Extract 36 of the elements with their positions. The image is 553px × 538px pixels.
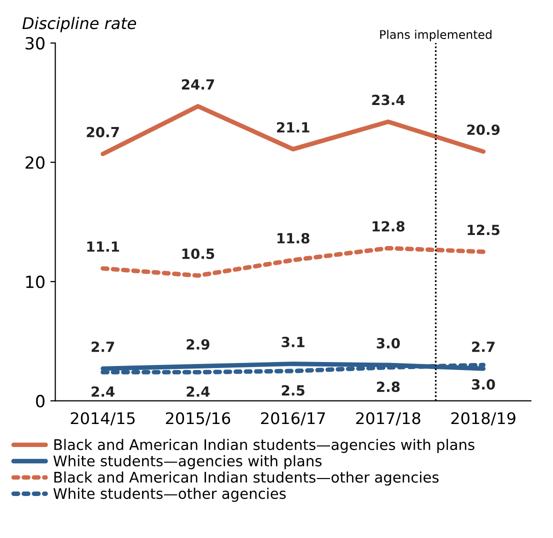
data-label: 10.5 [182, 248, 214, 260]
data-label: 23.4 [372, 94, 405, 106]
legend-label: White students—other agencies [53, 488, 286, 502]
data-label: 11.8 [278, 233, 310, 244]
legend-label: Black and American Indian students—other agencies [54, 471, 439, 486]
x-tick-label: 2018/19 [451, 412, 516, 426]
data-label: 2.8 [377, 382, 400, 392]
y-tick-label: 20 [26, 156, 44, 169]
data-label: 3.1 [282, 336, 304, 348]
legend-label: White students—agencies with plans [53, 455, 322, 470]
data-label: 20.7 [86, 126, 119, 138]
data-label: 12.5 [468, 224, 500, 236]
text: Plans implemented [380, 30, 492, 42]
data-label: 2.4 [186, 386, 210, 397]
data-label: 20.9 [467, 124, 500, 135]
x-tick-label: 2014/15 [70, 412, 135, 426]
y-tick-label: 30 [26, 37, 44, 50]
data-label: 2.7 [92, 342, 114, 352]
x-tick-label: 2016/17 [261, 412, 325, 426]
data-label: 2.9 [186, 339, 210, 350]
y-tick-label: 0 [36, 394, 44, 408]
data-label: 12.8 [372, 221, 404, 232]
data-label: 2.4 [92, 386, 115, 397]
line-series [100, 362, 486, 374]
x-tick-label: 2017/18 [356, 412, 420, 426]
legend-label: Black and American Indian students—agencies with plans [54, 438, 474, 453]
data-label: 3.0 [376, 338, 400, 348]
data-label: 2.7 [472, 342, 495, 352]
y-axis-title: Discipline rate [22, 16, 136, 32]
data-label: 21.1 [277, 122, 310, 132]
data-label: 11.1 [87, 242, 120, 252]
data-label: 24.7 [182, 79, 214, 90]
data-label: 2.5 [282, 385, 304, 396]
y-tick-label: 10 [26, 276, 44, 288]
x-tick-label: 2015/16 [166, 412, 230, 426]
data-label: 3.0 [472, 379, 495, 390]
